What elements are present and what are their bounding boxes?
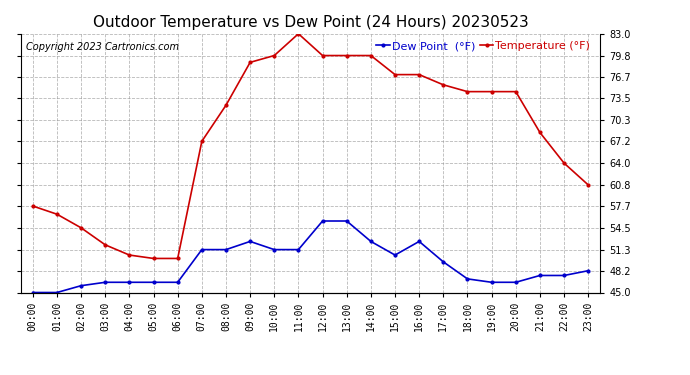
Temperature (°F) (439, 82, 447, 87)
Temperature (°F) (77, 226, 85, 230)
Temperature (°F) (487, 89, 495, 94)
Dew Point  (°F) (294, 248, 302, 252)
Dew Point  (°F) (511, 280, 520, 285)
Temperature (°F) (366, 53, 375, 58)
Dew Point  (°F) (487, 280, 495, 285)
Temperature (°F) (125, 253, 133, 257)
Temperature (°F) (173, 256, 181, 261)
Dew Point  (°F) (77, 284, 85, 288)
Dew Point  (°F) (149, 280, 157, 285)
Dew Point  (°F) (197, 248, 206, 252)
Temperature (°F) (270, 53, 278, 58)
Dew Point  (°F) (101, 280, 109, 285)
Dew Point  (°F) (246, 239, 254, 244)
Dew Point  (°F) (342, 219, 351, 223)
Temperature (°F) (463, 89, 471, 94)
Dew Point  (°F) (463, 277, 471, 281)
Dew Point  (°F) (535, 273, 544, 278)
Temperature (°F) (246, 60, 254, 64)
Line: Dew Point  (°F): Dew Point (°F) (30, 218, 591, 295)
Dew Point  (°F) (560, 273, 568, 278)
Temperature (°F) (52, 212, 61, 216)
Temperature (°F) (101, 243, 109, 247)
Dew Point  (°F) (221, 248, 230, 252)
Temperature (°F) (584, 183, 592, 187)
Temperature (°F) (149, 256, 157, 261)
Dew Point  (°F) (125, 280, 133, 285)
Temperature (°F) (29, 204, 37, 208)
Text: Copyright 2023 Cartronics.com: Copyright 2023 Cartronics.com (26, 42, 179, 51)
Temperature (°F) (197, 139, 206, 144)
Temperature (°F) (560, 161, 568, 165)
Dew Point  (°F) (270, 248, 278, 252)
Temperature (°F) (391, 72, 399, 77)
Dew Point  (°F) (439, 260, 447, 264)
Dew Point  (°F) (415, 239, 423, 244)
Dew Point  (°F) (173, 280, 181, 285)
Dew Point  (°F) (318, 219, 326, 223)
Text: Outdoor Temperature vs Dew Point (24 Hours) 20230523: Outdoor Temperature vs Dew Point (24 Hou… (92, 15, 529, 30)
Dew Point  (°F) (391, 253, 399, 257)
Temperature (°F) (318, 53, 326, 58)
Dew Point  (°F) (366, 239, 375, 244)
Temperature (°F) (294, 32, 302, 36)
Dew Point  (°F) (29, 290, 37, 295)
Temperature (°F) (342, 53, 351, 58)
Temperature (°F) (535, 130, 544, 135)
Temperature (°F) (415, 72, 423, 77)
Dew Point  (°F) (52, 290, 61, 295)
Line: Temperature (°F): Temperature (°F) (30, 31, 591, 261)
Legend: Dew Point  (°F), Temperature (°F): Dew Point (°F), Temperature (°F) (372, 37, 595, 56)
Temperature (°F) (221, 103, 230, 108)
Temperature (°F) (511, 89, 520, 94)
Dew Point  (°F) (584, 268, 592, 273)
